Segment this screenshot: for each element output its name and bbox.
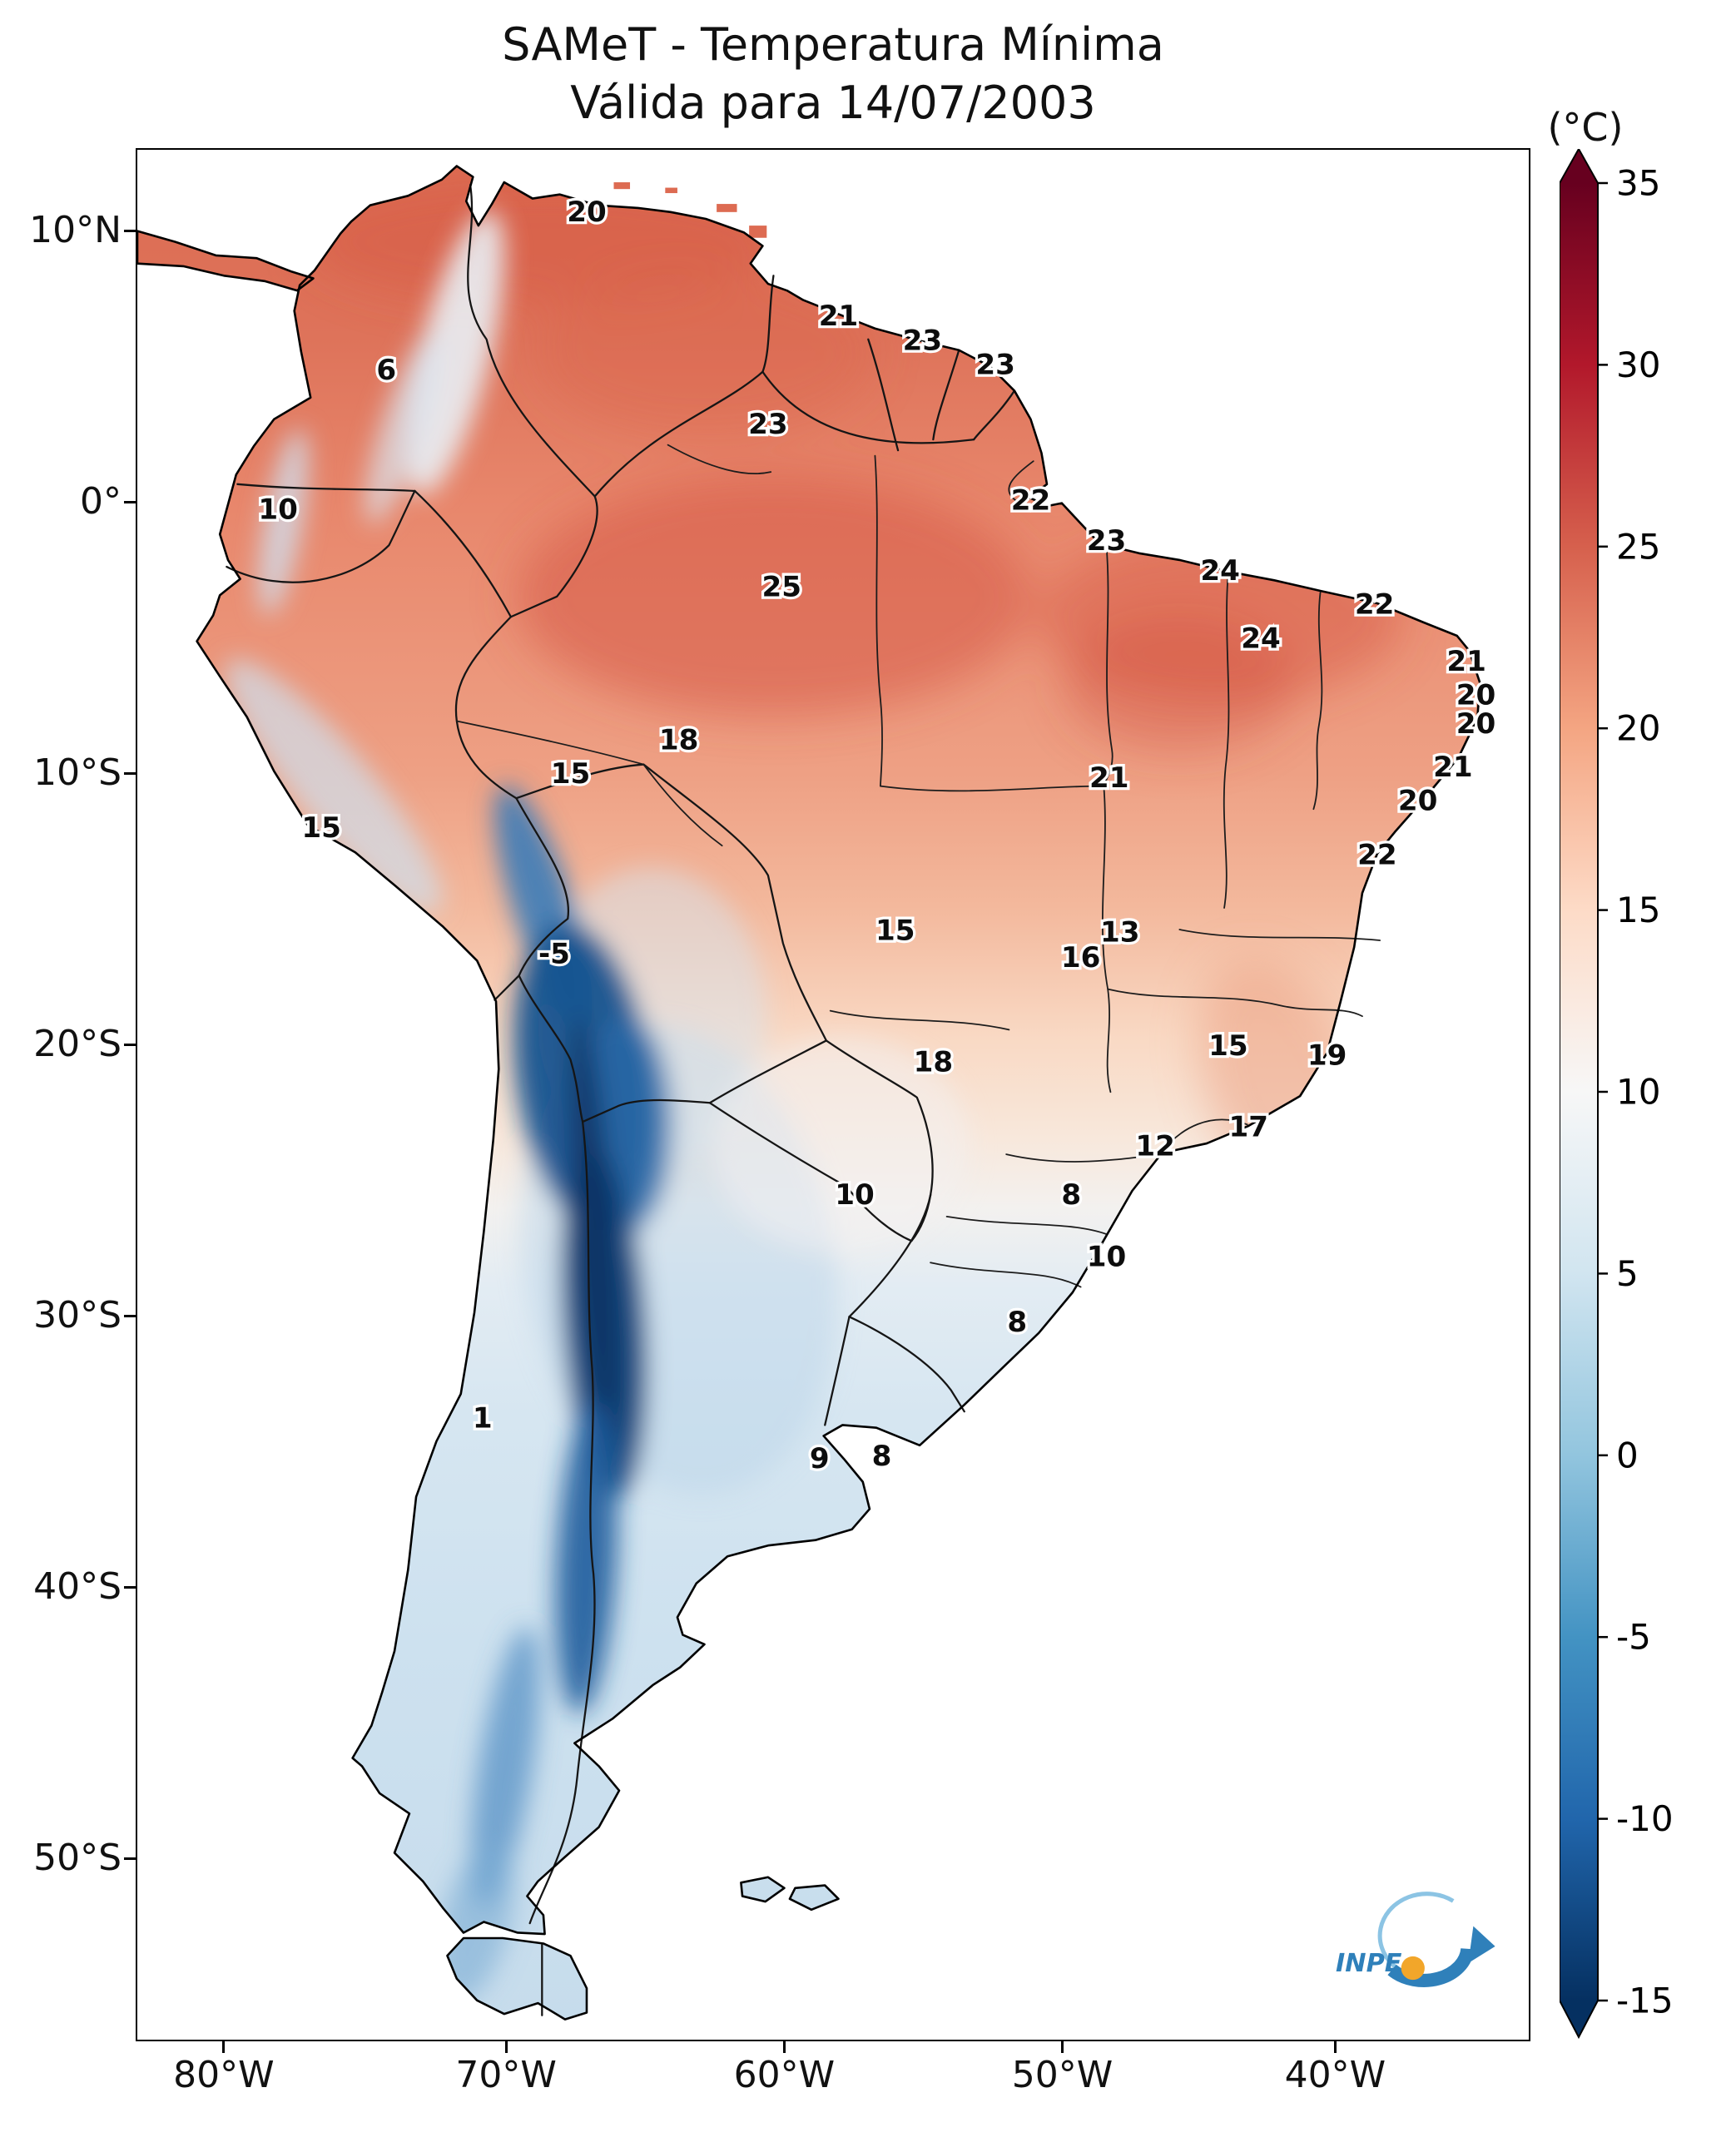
station-temp-label: 21 [1433,751,1473,784]
country-borders [226,184,1016,2016]
station-temp-label: 20 [1398,784,1438,817]
map-title: SAMeT - Temperatura Mínima [502,18,1164,71]
temperature-field-cold [225,211,970,2002]
lat-tick-mark [124,771,136,775]
lat-tick-label: 30°S [33,1294,122,1337]
station-temp-label: 18 [914,1045,954,1078]
lat-tick-label: 20°S [33,1023,122,1066]
station-temp-label: 21 [1446,645,1486,678]
station-temp-label: -5 [538,937,570,970]
landmass [137,166,1481,2020]
station-temp-label: 10 [1087,1241,1127,1274]
station-temp-label: 13 [1100,915,1140,949]
lon-tick-label: 40°W [1284,2054,1386,2096]
station-temp-label: 22 [1011,483,1051,517]
map-subtitle-date: Válida para 14/07/2003 [570,77,1096,129]
station-temp-label: 22 [1357,839,1397,872]
lon-tick-label: 50°W [1011,2054,1114,2096]
station-temp-label: 21 [819,300,859,333]
station-temp-label: 25 [761,570,801,603]
lat-tick-mark [124,1857,136,1860]
colorbar-tick-label: 20 [1616,708,1660,749]
lon-tick-label: 70°W [455,2054,557,2096]
colorbar-unit-label: (°C) [1547,105,1624,150]
lat-tick-label: 10°N [29,209,122,252]
station-temp-label: 18 [659,723,699,756]
station-temp-label: 10 [835,1178,875,1212]
lon-tick-label: 80°W [173,2054,275,2096]
caribbean-islands [613,182,767,238]
lat-tick-mark [124,500,136,503]
station-temp-label: 17 [1229,1111,1269,1144]
station-temp-label: 12 [1135,1129,1175,1163]
lat-tick-label: 40°S [33,1565,122,1608]
station-temp-label: 16 [1061,941,1101,974]
station-temp-label: 15 [1208,1029,1248,1063]
lon-tick-mark [1333,2041,1337,2053]
inpe-logo: INPE [1336,1892,1495,1987]
lat-tick-label: 50°S [33,1837,122,1879]
station-temp-label: 10 [258,493,298,527]
colorbar-tick-label: 25 [1616,526,1660,567]
station-temp-label: 15 [875,915,915,948]
station-temp-label: 15 [301,811,341,845]
station-temp-label: 23 [903,324,943,357]
lon-tick-mark [1061,2041,1064,2053]
station-temp-label: 8 [1061,1178,1081,1212]
colorbar-tick-label: 10 [1616,1072,1660,1113]
colorbar-gradient-bar [1559,146,1599,2040]
colorbar-tick-label: -15 [1616,1981,1674,2021]
station-temp-label: 6 [376,354,396,387]
colorbar-tick-label: 0 [1616,1435,1639,1475]
station-temp-label: 23 [748,408,788,441]
station-temp-label: 23 [1087,524,1127,558]
station-temp-label: 8 [1007,1306,1027,1339]
state-borders [455,444,1381,1288]
colorbar-tick-label: 5 [1616,1253,1639,1294]
logo-text: INPE [1336,1949,1402,1978]
station-temp-label: 8 [872,1440,892,1473]
colorbar-ticks: 35 30 25 20 15 10 5 0 -5 -10 -15 [1598,163,1674,2021]
lat-tick-label: 0° [80,480,122,523]
lon-tick-mark [222,2041,226,2053]
colorbar: 35 30 25 20 15 10 5 0 -5 -10 -15 [1559,146,1736,2040]
station-temp-label: 19 [1307,1039,1347,1072]
station-temp-label: 1 [473,1401,493,1435]
lat-tick-mark [124,1585,136,1589]
lon-tick-mark [504,2041,508,2053]
lat-tick-mark [124,1043,136,1046]
colorbar-tick-label: 15 [1616,890,1660,930]
station-temp-label: 20 [1456,679,1496,712]
colorbar-tick-label: -10 [1616,1798,1674,1839]
station-temp-label: 20 [1456,707,1496,741]
station-temp-label: 24 [1200,554,1240,588]
station-temp-label: 21 [1089,761,1129,795]
station-temp-label: 15 [551,757,591,791]
colorbar-tick-label: -5 [1616,1617,1651,1658]
lon-tick-label: 60°W [733,2054,836,2096]
lon-tick-mark [782,2041,786,2053]
station-temp-label: 20 [567,196,607,229]
map-plot-area: 20 21 23 23 6 23 22 10 23 24 25 22 24 21 20 20 18 15 21 21 2… [136,148,1530,2041]
station-temp-label: 24 [1241,622,1281,655]
lat-tick-mark [124,229,136,232]
colorbar-tick-label: 30 [1616,345,1660,385]
station-temp-label: 9 [810,1442,830,1475]
logo-orange-dot-icon [1401,1956,1425,1981]
lat-tick-mark [124,1314,136,1317]
logo-arrowhead-icon [1468,1926,1495,1963]
colorbar-svg: 35 30 25 20 15 10 5 0 -5 -10 -15 [1559,146,1674,2040]
colorbar-tick-label: 35 [1616,163,1660,204]
station-temp-label: 23 [975,349,1015,382]
lat-tick-label: 10°S [33,751,122,795]
logo-arrow-icon [1387,1947,1475,1987]
station-temp-label: 22 [1355,588,1395,622]
